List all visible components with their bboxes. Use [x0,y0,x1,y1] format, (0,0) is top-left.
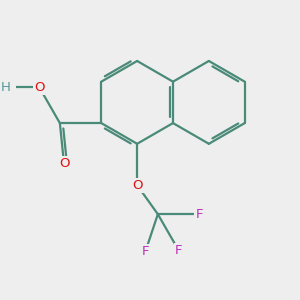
Text: F: F [175,244,182,257]
Text: F: F [142,245,149,258]
Text: H: H [1,81,11,94]
Text: O: O [59,157,69,170]
Text: O: O [132,179,142,192]
Text: O: O [34,81,44,94]
Text: F: F [196,208,203,221]
